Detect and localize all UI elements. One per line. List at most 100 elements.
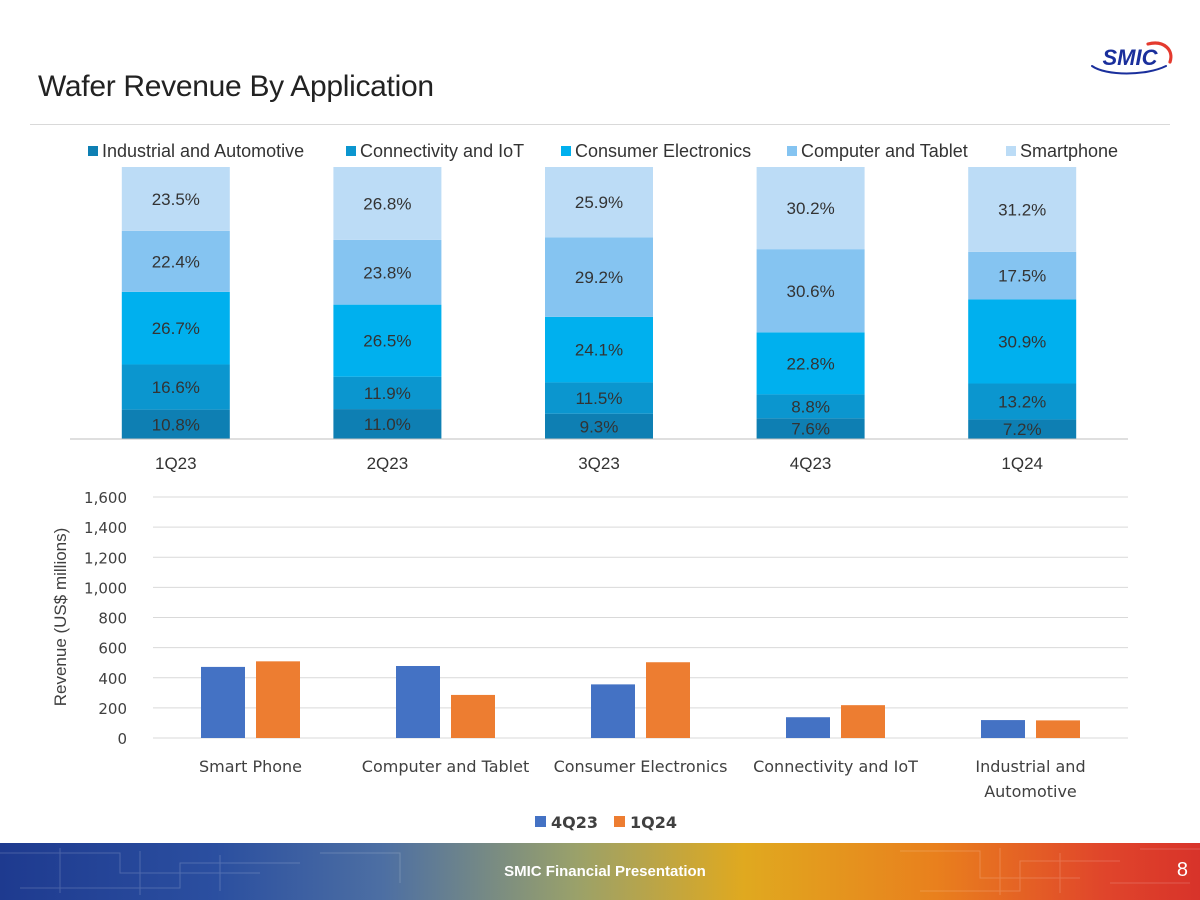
y-tick-label: 600 <box>98 640 127 658</box>
segment-data-label: 17.5% <box>998 267 1046 286</box>
stacked-bar-segment <box>545 413 653 439</box>
stacked-bar-segment <box>968 251 1077 300</box>
segment-data-label: 7.2% <box>1003 420 1042 439</box>
legend-label: Smartphone <box>1020 141 1118 161</box>
stacked-chart-x-axis: 1Q23 2Q23 3Q23 4Q23 1Q24 <box>70 438 1128 473</box>
logo-text: SMIC <box>1103 45 1159 70</box>
x-tick-label: Industrial and <box>975 757 1085 776</box>
footer-title: SMIC Financial Presentation <box>504 863 706 880</box>
stacked-bar-segment <box>968 167 1077 252</box>
stacked-bar-segment <box>756 394 865 419</box>
legend-swatch <box>1006 146 1016 156</box>
legend-label: Consumer Electronics <box>575 141 751 161</box>
stacked-bar-segment <box>545 316 653 383</box>
bar-1q24 <box>841 705 885 738</box>
x-tick-label: 4Q23 <box>790 454 832 473</box>
bar-4q23 <box>201 666 245 738</box>
segment-data-label: 30.2% <box>786 199 834 218</box>
legend-label: Computer and Tablet <box>801 141 968 161</box>
x-tick-label: 2Q23 <box>367 454 409 473</box>
legend-label: Industrial and Automotive <box>102 141 304 161</box>
y-tick-label: 800 <box>98 610 127 628</box>
segment-data-label: 26.5% <box>363 332 411 351</box>
slide-title: Wafer Revenue By Application <box>38 70 434 103</box>
stacked-bar-segment <box>333 239 442 305</box>
y-tick-label: 1,400 <box>84 519 127 537</box>
segment-data-label: 7.6% <box>791 420 830 439</box>
stacked-bar-segment <box>121 409 230 439</box>
segment-data-label: 16.6% <box>152 378 200 397</box>
stacked-bar-segment <box>333 376 442 410</box>
clustered-chart-y-axis: 0 200 400 600 800 1,000 1,200 1,400 1,600 <box>84 489 127 748</box>
legend-label: 4Q23 <box>551 813 598 832</box>
stacked-bar-segment <box>121 291 230 365</box>
segment-data-label: 22.8% <box>786 354 834 373</box>
title-divider <box>30 124 1170 125</box>
stacked-bar-segment <box>968 383 1077 420</box>
segment-data-label: 26.8% <box>363 194 411 213</box>
segment-data-label: 29.2% <box>575 268 623 287</box>
segment-data-label: 26.7% <box>152 319 200 338</box>
segment-data-label: 11.0% <box>364 415 411 434</box>
stacked-bar-segment <box>968 299 1077 384</box>
x-tick-label: Connectivity and IoT <box>753 757 918 776</box>
stacked-bar-segment <box>968 419 1077 439</box>
legend-swatch <box>561 146 571 156</box>
y-tick-label: 1,000 <box>84 579 127 597</box>
bar-4q23 <box>591 684 635 738</box>
stacked-bar-segment <box>545 167 653 238</box>
bar-4q23 <box>396 666 440 738</box>
legend-label: 1Q24 <box>630 813 677 832</box>
stacked-bar-segment <box>545 237 653 317</box>
segment-data-label: 22.4% <box>152 252 200 271</box>
legend-swatch <box>614 816 625 827</box>
stacked-percent-bar-chart: 10.8% 16.6% 26.7% 22.4% 23.5% 11.0% 11.9% 26.5%… <box>121 167 1077 439</box>
y-tick-label: 200 <box>98 700 127 718</box>
footer-circuit-pattern <box>0 848 1200 895</box>
y-tick-label: 400 <box>98 670 127 688</box>
page-number: 8 <box>1176 859 1188 881</box>
legend-swatch <box>88 146 98 156</box>
stacked-bar-segment <box>121 167 230 231</box>
segment-data-label: 10.8% <box>152 415 200 434</box>
stacked-bar-segment <box>756 167 865 250</box>
y-axis-title: Revenue (US$ millions) <box>51 528 70 707</box>
x-tick-label: Smart Phone <box>199 757 302 776</box>
clustered-chart-legend: 4Q23 1Q24 <box>535 813 677 832</box>
x-tick-label: 1Q24 <box>1001 454 1043 473</box>
segment-data-label: 31.2% <box>998 200 1046 219</box>
bar-4q23 <box>786 717 830 738</box>
segment-data-label: 23.8% <box>363 263 411 282</box>
legend-swatch <box>787 146 797 156</box>
stacked-bar-segment <box>756 249 865 333</box>
bar-1q24 <box>256 661 300 738</box>
y-tick-label: 1,200 <box>84 549 127 567</box>
charts-canvas: Industrial and Automotive Connectivity an… <box>51 141 1128 832</box>
clustered-chart-x-axis: Smart Phone Computer and Tablet Consumer E… <box>199 757 1086 801</box>
logo-swoosh <box>1146 41 1173 64</box>
stacked-chart-legend: Industrial and Automotive Connectivity an… <box>88 141 1118 161</box>
segment-data-label: 30.6% <box>786 282 834 301</box>
legend-swatch <box>535 816 546 827</box>
bar-4q23 <box>981 720 1025 738</box>
bar-1q24 <box>451 694 495 738</box>
bar-1q24 <box>1036 720 1080 738</box>
segment-data-label: 9.3% <box>580 417 619 436</box>
stacked-bar-segment <box>333 167 442 240</box>
bar-1q24 <box>646 662 690 738</box>
stacked-bar-segment <box>545 382 653 414</box>
footer-bar: SMIC Financial Presentation 8 <box>0 843 1200 900</box>
segment-data-label: 25.9% <box>575 193 623 212</box>
y-tick-label: 1,600 <box>84 489 127 507</box>
x-tick-label: 1Q23 <box>155 454 197 473</box>
clustered-chart-gridlines <box>153 496 1128 739</box>
stacked-bar-segment <box>121 364 230 410</box>
smic-logo: SMIC <box>1091 41 1173 75</box>
segment-data-label: 11.5% <box>576 389 623 408</box>
stacked-bar-segment <box>333 304 442 377</box>
segment-data-label: 11.9% <box>364 384 411 403</box>
y-tick-label: 0 <box>117 730 127 748</box>
segment-data-label: 30.9% <box>998 332 1046 351</box>
legend-label: Connectivity and IoT <box>360 141 524 161</box>
x-tick-label: Automotive <box>984 782 1077 801</box>
